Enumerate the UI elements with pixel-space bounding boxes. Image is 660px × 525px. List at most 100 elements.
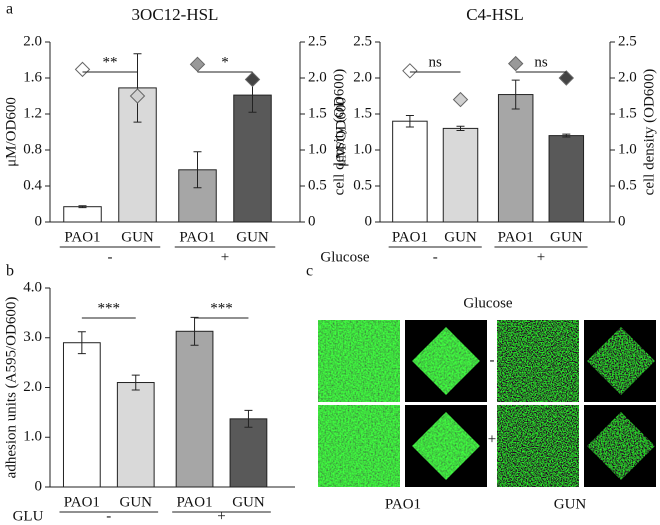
diamond-marker [74,61,91,78]
diamond-marker [452,91,469,108]
y2-tick-label: 1.0 [308,141,327,157]
x-tick-label: PAO1 [498,229,534,245]
column-label: PAO1 [385,496,421,512]
y2-tick-label: 1.0 [618,141,637,157]
error-bar [405,114,414,128]
error-bar [77,331,86,355]
image [497,320,579,402]
image-title: Glucose [463,295,512,311]
group-label: + [217,508,225,524]
x-tick-label: GUN [550,229,583,245]
chart-title: C4-HSL [466,5,524,24]
y2-tick-label: 2.0 [308,69,327,85]
y-axis-label: adhesion units (A595/OD600) [3,297,19,479]
image [412,412,480,480]
panel-label: b [6,263,14,280]
error-bar [133,53,142,123]
y-axis-label: μM/OD600 [333,97,349,167]
bar [63,206,102,223]
error-bar [244,409,253,428]
y-tick-label: 2.0 [353,69,372,85]
y-tick-label: 0.5 [353,177,372,193]
y-tick-label: 0.4 [23,177,42,193]
group-label: + [221,249,229,265]
y-tick-label: 0 [35,478,43,494]
image [587,327,655,395]
y2-tick-label: 0.5 [618,177,637,193]
y2-tick-label: 2.0 [618,69,637,85]
group-label: - [433,249,438,265]
error-bar [193,151,202,189]
x-tick-label: GUN [120,494,153,510]
significance-label: *** [98,300,121,316]
x-tick-label: GUN [444,229,477,245]
image [497,405,579,487]
y2-tick-label: 0 [618,213,626,229]
significance-label: *** [210,300,233,316]
x-tick-label: GUN [121,229,154,245]
y-tick-label: 1.0 [353,141,372,157]
bar [497,94,534,223]
bar [442,127,479,223]
group-label: - [108,249,113,265]
bar [229,418,268,488]
group-title: GLU [13,508,44,524]
error-bar [456,125,465,132]
y-tick-label: 0 [365,213,373,229]
y-tick-label: 3.0 [23,329,42,345]
significance-label: ns [429,54,443,70]
diamond-marker [507,55,524,72]
chart-title: 3OC12-HSL [132,5,219,24]
y-tick-label: 1.0 [23,429,42,445]
x-tick-label: PAO1 [64,229,100,245]
x-tick-label: GUN [232,494,265,510]
image [412,327,480,395]
error-bar [78,205,87,209]
significance-label: ** [103,54,118,70]
y-tick-label: 2.0 [23,33,42,49]
significance-label: ns [534,54,548,70]
panel-label: c [306,263,313,280]
y-axis-label: μM/OD600 [3,97,19,167]
x-tick-label: PAO1 [64,494,100,510]
diamond-marker [244,71,261,88]
bar [116,382,155,488]
microscopy-images [318,320,656,487]
diamond-marker [558,70,575,86]
panel-label: a [6,1,13,18]
y2-axis-label: cell density (OD600) [641,69,657,196]
x-tick-label: PAO1 [179,229,215,245]
row-label: + [488,431,496,447]
error-bar [511,79,520,110]
x-tick-label: PAO1 [392,229,428,245]
y2-tick-label: 2.5 [308,33,327,49]
bar [548,135,585,223]
group-label: + [537,249,545,265]
group-label: - [106,508,111,524]
y-tick-label: 0 [35,213,43,229]
row-label: - [490,352,495,368]
bar [62,342,101,488]
image [318,405,400,487]
group-title: Glucose [320,249,369,265]
error-bar [562,133,571,138]
diamond-marker [402,63,418,79]
image [587,412,655,480]
y-tick-label: 0.8 [23,141,42,157]
y-tick-label: 1.2 [23,105,42,121]
significance-label: * [221,54,229,70]
x-tick-label: GUN [236,229,269,245]
y2-tick-label: 2.5 [618,33,637,49]
bar [392,120,428,223]
y2-tick-label: 0.5 [308,177,327,193]
y2-tick-label: 1.5 [308,105,327,121]
diamond-marker [129,88,146,104]
y-tick-label: 4.0 [23,279,42,295]
bar [175,330,214,488]
y-tick-label: 2.0 [23,379,42,395]
column-label: GUN [554,496,587,512]
y-tick-label: 2.5 [353,33,372,49]
y-tick-label: 1.5 [353,105,372,121]
y2-tick-label: 1.5 [618,105,637,121]
